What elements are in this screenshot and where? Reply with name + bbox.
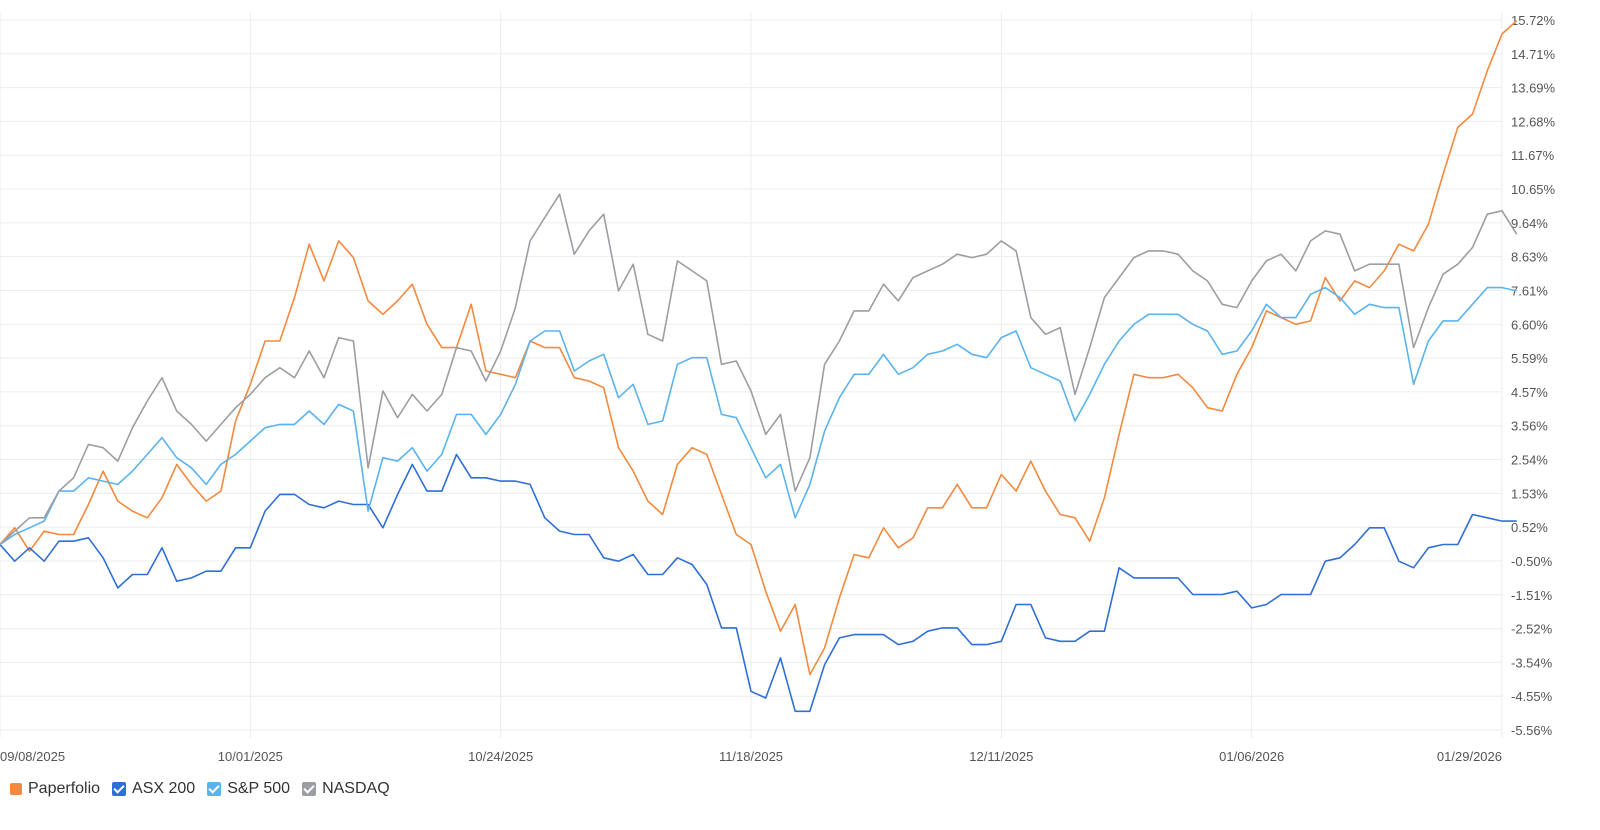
legend-label-asx-200: ASX 200 xyxy=(132,780,196,797)
legend-item-asx-200[interactable]: ASX 200 xyxy=(112,780,195,798)
y-axis-labels: 15.72% 14.71% 13.69% 12.68% 11.67% 10.65% 9.64… xyxy=(1511,13,1556,738)
legend-swatch-paperfolio xyxy=(10,783,22,795)
y-tick-label: 2.54% xyxy=(1511,453,1548,468)
legend-label-nasdaq: NASDAQ xyxy=(322,780,390,797)
x-tick-label: 11/18/2025 xyxy=(719,749,783,764)
y-tick-label: 12.68% xyxy=(1511,114,1556,129)
legend-checkbox-asx-200[interactable] xyxy=(112,782,127,796)
y-tick-label: 11.67% xyxy=(1511,148,1555,163)
y-tick-label: 1.53% xyxy=(1511,486,1548,501)
y-tick-label: 5.59% xyxy=(1511,351,1548,366)
chart-plot: 09/08/2025 10/01/2025 10/24/2025 11/18/2025… xyxy=(0,12,1556,764)
series-line-paperfolio xyxy=(0,20,1518,676)
legend-item-nasdaq[interactable]: NASDAQ xyxy=(302,780,390,798)
legend-checkbox-nasdaq[interactable] xyxy=(302,782,317,796)
chart-legend: Paperfolio ASX 200 S&P 500 NASDAQ xyxy=(10,780,390,798)
grid-lines xyxy=(0,12,1503,738)
x-axis-labels: 09/08/2025 10/01/2025 10/24/2025 11/18/2025… xyxy=(0,749,1502,764)
y-tick-label: 13.69% xyxy=(1511,81,1556,96)
x-tick-label: 01/29/2026 xyxy=(1437,749,1502,764)
y-tick-label: 7.61% xyxy=(1511,283,1548,298)
series-line-s-p-500 xyxy=(0,286,1517,546)
legend-item-paperfolio[interactable]: Paperfolio xyxy=(10,780,100,798)
series-lines xyxy=(0,20,1518,713)
y-tick-label: 3.56% xyxy=(1511,419,1548,434)
y-tick-label: 8.63% xyxy=(1511,250,1548,265)
series-line-nasdaq xyxy=(0,193,1518,546)
legend-label-sp-500: S&P 500 xyxy=(227,780,291,797)
y-tick-label: 6.60% xyxy=(1511,317,1548,332)
legend-checkbox-sp-500[interactable] xyxy=(207,782,222,796)
y-tick-label: 4.57% xyxy=(1511,385,1548,400)
y-tick-label: 9.64% xyxy=(1511,216,1548,231)
x-tick-label: 10/24/2025 xyxy=(468,749,533,764)
y-tick-label: 10.65% xyxy=(1511,182,1556,197)
y-tick-label: -1.51% xyxy=(1511,588,1553,603)
y-tick-label: -2.52% xyxy=(1511,622,1553,637)
x-tick-label: 10/01/2025 xyxy=(218,749,283,764)
legend-item-sp-500[interactable]: S&P 500 xyxy=(207,780,290,798)
y-tick-label: -4.55% xyxy=(1511,689,1553,704)
x-tick-label: 09/08/2025 xyxy=(0,749,65,764)
y-tick-label: 0.52% xyxy=(1511,520,1548,535)
y-tick-label: -0.50% xyxy=(1511,554,1553,569)
y-tick-label: 14.71% xyxy=(1511,47,1556,62)
x-tick-label: 01/06/2026 xyxy=(1219,749,1284,764)
y-tick-label: -3.54% xyxy=(1511,655,1553,670)
y-tick-label: 15.72% xyxy=(1511,13,1556,28)
y-tick-label: -5.56% xyxy=(1511,723,1553,738)
x-tick-label: 12/11/2025 xyxy=(969,749,1033,764)
series-line-asx-200 xyxy=(0,453,1517,713)
legend-label-paperfolio: Paperfolio xyxy=(28,780,101,797)
